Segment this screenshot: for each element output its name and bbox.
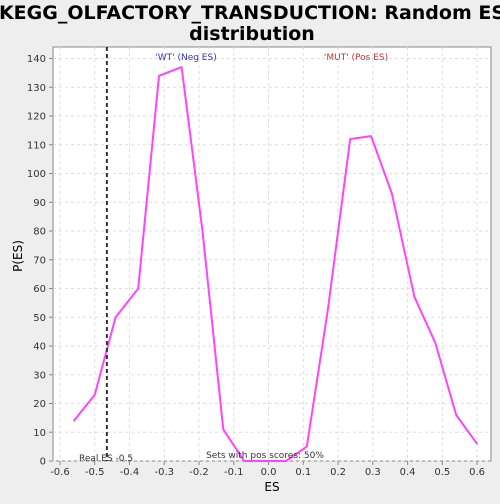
axis-layer: -0.6 -0.5 -0.4 -0.3 -0.2 -0.1 0.0 0.1 0.2 0.3 0.4 0… <box>27 54 485 478</box>
series-layer <box>73 66 478 462</box>
y-tick-label: 40 <box>33 342 46 353</box>
x-tick-label: -0.2 <box>189 467 209 478</box>
es-data-point <box>434 342 437 344</box>
grid-layer <box>53 47 491 462</box>
x-tick-label: 0.0 <box>261 467 277 478</box>
es-data-point <box>201 230 204 232</box>
es-data-point <box>370 135 372 137</box>
es-data-point <box>391 192 393 195</box>
y-tick-label: 70 <box>33 255 46 266</box>
x-tick-label: 0.1 <box>295 467 311 478</box>
y-tick-label: 90 <box>33 198 46 209</box>
y-tick-label: 30 <box>33 370 46 381</box>
y-tick-label: 140 <box>27 54 46 65</box>
y-axis-label: P(ES) <box>11 240 25 272</box>
annotation-layer: Real ES -0.5 'WT' (Neg ES) 'MUT' (Pos ES) S… <box>79 47 388 464</box>
x-tick-label: 0.5 <box>434 467 450 478</box>
y-tick-label: 10 <box>33 428 46 439</box>
pos-scores-label: Sets with pos scores: 50% <box>206 451 324 461</box>
es-data-point <box>137 287 139 290</box>
x-tick-label: -0.6 <box>50 467 70 478</box>
pos-es-label: 'MUT' (Pos ES) <box>324 53 388 63</box>
es-data-point <box>93 394 96 396</box>
es-distribution-line <box>73 66 478 462</box>
es-data-point <box>326 310 329 313</box>
es-data-point <box>73 419 75 422</box>
es-data-point <box>222 428 225 431</box>
es-data-point <box>158 74 160 77</box>
plot-area <box>52 46 492 462</box>
neg-es-label: 'WT' (Neg ES) <box>155 53 216 63</box>
x-tick-label: 0.6 <box>469 467 485 478</box>
y-tick-label: 80 <box>33 227 46 238</box>
es-data-point <box>349 138 352 140</box>
x-tick-label: -0.5 <box>85 467 105 478</box>
x-tick-label: -0.3 <box>154 467 174 478</box>
x-tick-label: 0.2 <box>330 467 346 478</box>
es-data-point <box>455 414 458 416</box>
es-data-point <box>285 460 287 462</box>
es-data-point <box>413 296 416 298</box>
x-tick-label: 0.3 <box>365 467 381 478</box>
es-data-point <box>476 442 478 445</box>
y-tick-label: 100 <box>27 169 46 180</box>
y-tick-label: 130 <box>27 83 46 94</box>
y-tick-label: 60 <box>33 284 46 295</box>
x-tick-label: 0.4 <box>400 467 416 478</box>
y-tick-label: 120 <box>27 112 46 123</box>
y-tick-label: 20 <box>33 399 46 410</box>
y-tick-label: 0 <box>40 457 46 468</box>
chart-title-line-2: distribution <box>189 23 315 45</box>
x-tick-label: -0.4 <box>120 467 140 478</box>
es-data-point <box>243 460 245 462</box>
es-data-point <box>180 66 183 68</box>
x-tick-label: -0.1 <box>224 467 244 478</box>
y-tick-label: 110 <box>27 140 46 151</box>
es-data-point <box>305 445 308 448</box>
x-axis-label: ES <box>264 480 279 494</box>
chart-title-line-1: KEGG_OLFACTORY_TRANSDUCTION: Random ES <box>0 2 500 24</box>
real-es-label: Real ES -0.5 <box>79 454 133 464</box>
es-data-point <box>264 460 266 462</box>
y-tick-label: 50 <box>33 313 46 324</box>
es-data-point <box>114 316 117 319</box>
